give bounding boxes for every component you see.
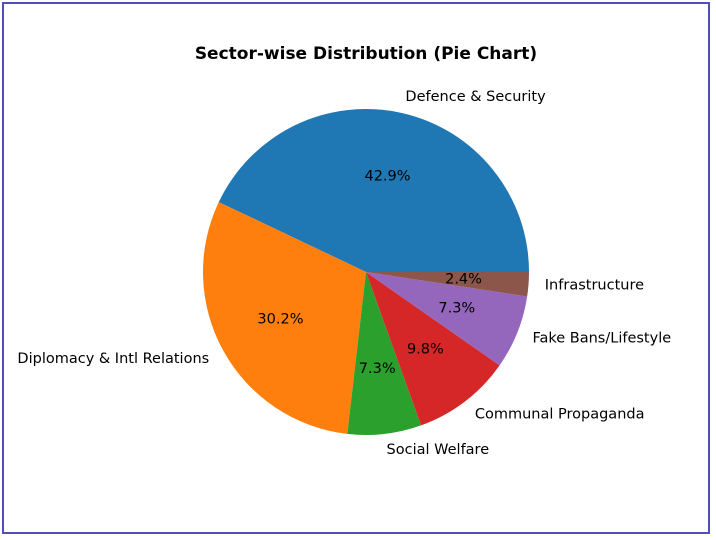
pct-label-defence-and-security: 42.9% [364, 169, 410, 185]
pct-label-diplomacy-and-intl-relations: 30.2% [257, 311, 303, 327]
slice-communal-propaganda [366, 272, 500, 426]
slice-social-welfare [347, 272, 422, 436]
pie-slices [202, 108, 529, 436]
chart-title: Sector-wise Distribution (Pie Chart) [195, 44, 537, 64]
slice-diplomacy-and-intl-relations [202, 202, 366, 434]
slice-infrastructure [366, 272, 529, 297]
slice-defence-and-security [218, 108, 529, 273]
category-label-fake-bans-lifestyle: Fake Bans/Lifestyle [532, 331, 671, 347]
pct-label-infrastructure: 2.4% [445, 271, 482, 287]
category-labels: Defence & Security Diplomacy & Intl Relat… [17, 89, 671, 458]
pct-label-communal-propaganda: 9.8% [407, 342, 444, 358]
category-label-defence-and-security: Defence & Security [405, 89, 546, 105]
slice-fake-bans-lifestyle [366, 272, 528, 366]
pct-label-social-welfare: 7.3% [359, 361, 396, 377]
category-label-communal-propaganda: Communal Propaganda [475, 406, 645, 422]
pct-label-fake-bans-lifestyle: 7.3% [438, 300, 475, 316]
percentage-labels: 42.9% 30.2% 7.3% 9.8% 7.3% 2.4% [257, 169, 482, 378]
category-label-diplomacy-and-intl-relations: Diplomacy & Intl Relations [17, 351, 209, 367]
category-label-social-welfare: Social Welfare [387, 442, 490, 458]
category-label-infrastructure: Infrastructure [545, 278, 644, 294]
